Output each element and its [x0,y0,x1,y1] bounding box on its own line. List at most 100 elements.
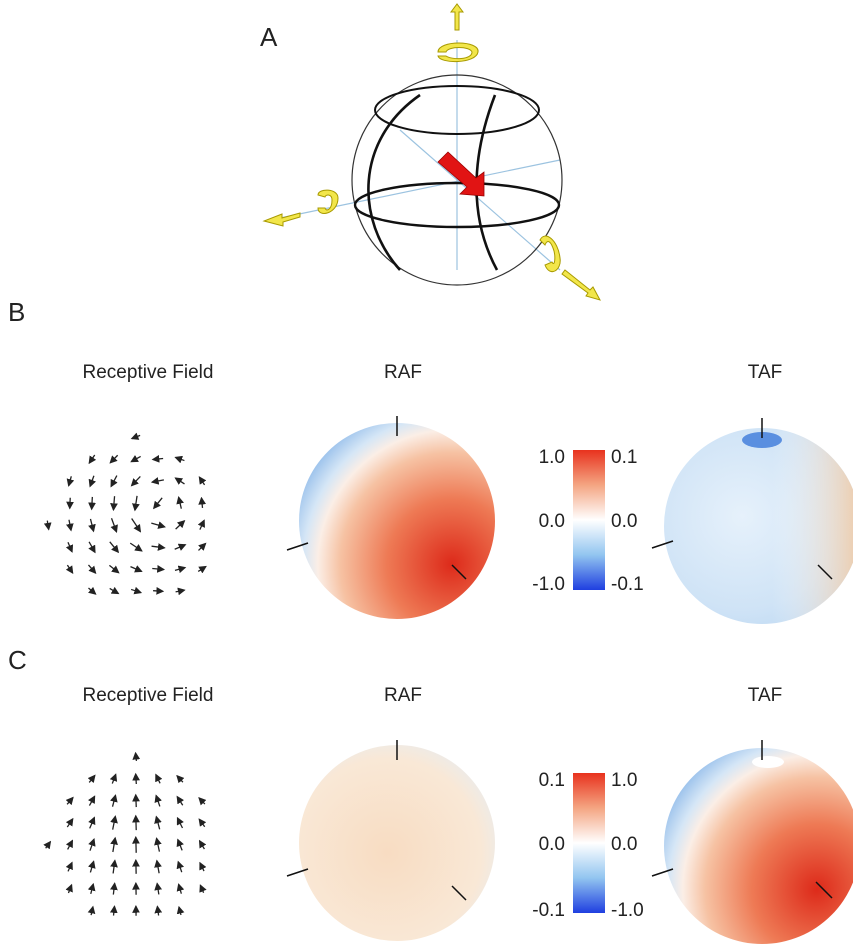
flow-arrow [179,884,182,893]
colorbar-label: -0.1 [532,900,565,921]
flow-arrow [113,496,114,510]
colorbar-label: -0.1 [611,574,644,595]
colorbar-label: -1.0 [611,900,644,921]
flow-arrow [90,818,95,829]
colorbar-label: 0.0 [539,834,565,855]
flow-arrow [135,496,137,510]
flow-arrow [200,841,205,849]
flow-arrow [69,520,71,530]
flow-arrow [178,862,182,872]
flow-arrow [92,497,93,509]
flow-arrow [179,907,181,915]
flow-arrow [136,774,137,784]
flow-arrow [178,818,183,828]
receptive-field [46,753,205,916]
column-title: Receptive Field [83,362,214,383]
flow-arrow [89,455,94,463]
flow-arrow [201,498,202,508]
flow-arrow [132,435,140,438]
flow-arrow [132,476,141,485]
flow-arrow [176,457,185,460]
raf-sphere [287,416,495,619]
colorbar-label: 0.1 [611,447,637,468]
receptive-field [47,435,205,594]
flow-arrow [153,591,163,592]
flow-arrow [152,569,163,570]
flow-arrow [90,862,93,873]
flow-arrow [131,589,141,592]
flow-arrow [200,863,204,871]
flow-arrow [152,546,165,548]
flow-arrow [178,840,182,851]
flow-arrow [109,565,118,572]
flow-arrow [130,543,142,551]
flow-arrow [110,588,119,593]
flow-arrow [46,842,51,848]
flow-arrow [68,542,72,551]
raf-sphere [287,740,495,941]
panel-label: C [8,645,27,675]
flow-arrow [113,838,115,852]
flow-arrow [151,523,164,527]
flow-arrow [90,519,93,531]
flow-arrow [154,498,162,508]
column-title: TAF [748,362,782,383]
flow-arrow [67,798,73,805]
flow-arrow [153,458,163,459]
flow-arrow [68,885,71,893]
figure: A B Receptive Field RAF TAF [0,0,853,944]
flow-arrow [68,841,73,850]
panel-label: B [8,297,25,327]
flow-arrow [157,907,158,916]
column-title: RAF [384,362,422,383]
colorbar-label: -1.0 [532,574,565,595]
flow-arrow [112,518,117,531]
colorbar-label: 0.1 [539,770,565,791]
flow-arrow [130,567,141,572]
flow-arrow [136,753,137,761]
flow-arrow [156,796,160,807]
flow-arrow [199,819,204,826]
column-title: TAF [748,685,782,706]
column-title: RAF [384,685,422,706]
flow-arrow [176,590,185,592]
flow-arrow [91,884,93,894]
flow-arrow [177,797,182,805]
flow-arrow [177,776,183,782]
flow-arrow [91,907,93,915]
flow-arrow [113,883,114,894]
flow-arrow [199,477,204,485]
taf-sphere [652,740,853,944]
flow-arrow [175,545,186,550]
flow-arrow [157,838,160,851]
flow-arrow [199,798,205,804]
column-title: Receptive Field [83,685,214,706]
flow-arrow [132,518,141,531]
flow-arrow [90,476,94,486]
flow-arrow [113,816,116,829]
colorbar-label: 1.0 [539,447,565,468]
flow-arrow [157,884,159,895]
colorbar-label: 0.0 [539,511,565,532]
flow-arrow [113,861,115,874]
flow-arrow [67,565,72,573]
colorbar: 1.0 0.0 -1.0 0.1 0.0 -0.1 [532,447,644,595]
flow-arrow [67,819,72,827]
colorbar-label: 1.0 [611,770,637,791]
flow-arrow [68,863,72,872]
flow-arrow [200,520,204,529]
flow-arrow [110,455,117,462]
flow-arrow [175,568,185,571]
flow-arrow [198,544,205,551]
flow-arrow [157,861,159,873]
flow-arrow [179,497,182,508]
flow-arrow [200,885,203,892]
colorbar-label: 0.0 [611,511,637,532]
flow-arrow [88,588,95,594]
flow-arrow [131,456,140,461]
flow-arrow [110,542,118,552]
flow-arrow [89,776,95,783]
colorbar: 0.1 0.0 -0.1 1.0 0.0 -1.0 [532,770,644,921]
flow-arrow [176,478,185,484]
flow-arrow [111,476,117,487]
